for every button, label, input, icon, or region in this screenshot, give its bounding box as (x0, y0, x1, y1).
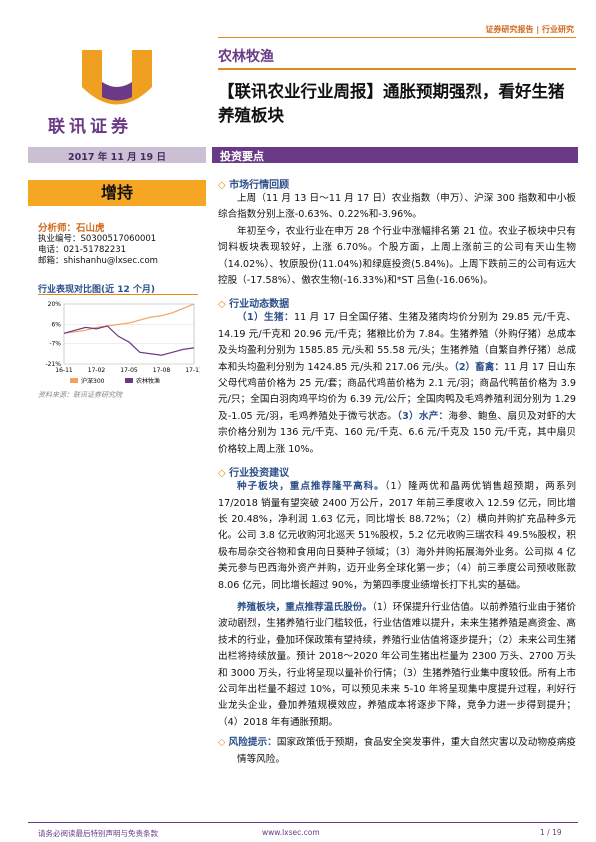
y-tick-label: 6% (51, 321, 61, 328)
x-tick-label: 16-11 (55, 367, 73, 374)
disclaimer: 请务必阅读最后特别声明与免责条款 (38, 829, 158, 838)
section-title: 投资要点 (220, 150, 264, 163)
content: 市场行情回顾 上周（11 月 13 日～11 月 17 日）农业指数（申万）、沪… (218, 172, 576, 768)
rule (218, 68, 576, 70)
section-heading: 行业投资建议 (218, 464, 576, 479)
logo (82, 50, 152, 105)
paragraph: 年初至今，农业行业在申万 28 个行业中涨幅排名第 21 位。农业子板块中只有饲… (218, 225, 576, 287)
rating: 增持 (28, 180, 206, 206)
paragraph: （1）生猪：11 月 17 日全国仔猪、生猪及猪肉均价分别为 29.85 元/千… (218, 310, 576, 458)
paragraph-text: （1）环保提升行业估值。以前养殖行业由于猪价波动剧烈，生猪养殖行业门槛较低，行业… (218, 601, 577, 728)
category: 农林牧渔 (218, 49, 274, 65)
paragraph: 养殖板块，重点推荐温氏股份。（1）环保提升行业估值。以前养殖行业由于猪价波动剧烈… (218, 600, 576, 731)
paragraph: ◇ 风险提示：国家政策低于预期，食品安全突发事件，重大自然灾害以及动物疫病疫情等… (218, 735, 576, 768)
paragraph: 种子板块，重点推荐隆平高科。（1）隆两优和晶两优销售超预期，两系列 17/201… (218, 479, 576, 594)
section-heading: 市场行情回顾 (218, 176, 576, 191)
item-label: （3）水产： (397, 410, 449, 422)
lead: 养殖板块，重点推荐温氏股份。 (237, 601, 373, 613)
item-label: （2）畜禽： (454, 361, 504, 373)
lead: 种子板块，重点推荐隆平高科。 (237, 481, 385, 493)
paragraph-text: （1）隆两优和晶两优销售超预期，两系列 17/2018 销量有望突破 2400 … (218, 481, 577, 591)
risk-heading: 风险提示： (228, 737, 277, 749)
x-tick-label: 17-02 (88, 367, 106, 374)
legend-label: 农林牧渔 (136, 377, 160, 385)
legend-label: 沪深300 (81, 377, 105, 385)
legend-swatch (125, 378, 133, 383)
analyst-phone: 电话：021-51782231 (38, 245, 127, 255)
page-number: 1 / 19 (540, 828, 562, 837)
section-band (212, 147, 578, 163)
x-tick-label: 17-05 (120, 367, 138, 374)
date: 2017 年 11 月 19 日 (68, 152, 166, 163)
chart-source: 资料来源：联讯证券研究院 (38, 391, 122, 399)
date-band (28, 147, 206, 163)
item-text: 11 月 17 日山东父母代鸡苗价格为 25 元/套；商品代鸡苗价格为 2.1 … (218, 361, 576, 422)
y-tick-label: -7% (49, 341, 61, 348)
logo-text: 联讯证券 (48, 117, 132, 137)
item-text: 11 月 17 日全国仔猪、生猪及猪肉均价分别为 29.85 元/千克、14.1… (218, 312, 576, 373)
chart: 20% 6% -7% -21%16-11 17-02 17-05 17-08 17-11 沪深3… (45, 301, 200, 385)
y-tick-label: 20% (48, 301, 62, 308)
x-tick-label: 17-11 (185, 367, 200, 374)
chart-title: 行业表现对比图(近 12 个月) (38, 285, 156, 295)
y-tick-label: -21% (45, 361, 61, 368)
item-text: 海参、鲍鱼、扇贝及对虾的大宗价格分别为 136 元/千克、160 元/千克、6.… (218, 410, 576, 455)
x-tick-label: 17-08 (153, 367, 171, 374)
section-heading: 行业动态数据 (218, 295, 576, 310)
plot-frame (63, 303, 195, 365)
rule (38, 294, 198, 295)
analyst-email: 邮箱：shishanhu@lxsec.com (38, 256, 158, 266)
series-line (63, 303, 195, 334)
logo-shape (102, 82, 132, 101)
rule (28, 822, 578, 823)
risk-text: 国家政策低于预期，食品安全突发事件，重大自然灾害以及动物疫病疫情等风险。 (237, 737, 576, 765)
legend-swatch (70, 378, 78, 383)
title: 【联讯农业行业周报】通胀预期强烈，看好生猪养殖板块 (218, 82, 565, 125)
rule (218, 37, 576, 38)
site: www.lxsec.com (262, 828, 320, 837)
header-label: 证券研究报告 | 行业研究 (485, 25, 575, 34)
analyst-id: 执业编号：S0300517060001 (38, 234, 157, 244)
analyst-info: 执业编号：S0300517060001 电话：021-51782231 邮箱：s… (38, 234, 158, 267)
analyst-name: 分析师：石山虎 (38, 223, 105, 234)
bullet: ◇ (218, 737, 229, 749)
paragraph: 上周（11 月 13 日～11 月 17 日）农业指数（申万）、沪深 300 指… (218, 193, 576, 221)
series-line (63, 325, 195, 356)
item-label: （1）生猪： (237, 312, 294, 324)
logo-shape (82, 50, 152, 105)
